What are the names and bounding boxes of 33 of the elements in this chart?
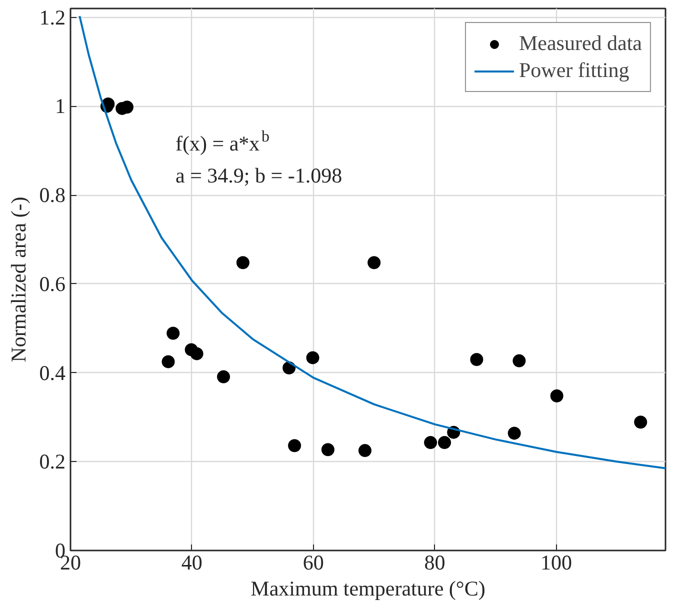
point	[190, 347, 204, 360]
point	[634, 416, 648, 429]
legend-label: Power fitting	[518, 58, 630, 83]
y-tick-label: 0.8	[39, 183, 66, 208]
x-tick-label: 60	[302, 550, 324, 574]
line-series	[78, 15, 666, 470]
point	[512, 354, 526, 368]
point	[470, 352, 484, 366]
point	[438, 436, 451, 450]
point	[358, 444, 372, 458]
point	[236, 256, 250, 270]
x-tick-label: 100	[540, 550, 572, 574]
point	[162, 355, 175, 368]
x-tick-label: 40	[181, 550, 202, 574]
point	[217, 370, 230, 384]
legend-label: Measured data	[518, 31, 642, 56]
y-tick-label: 1.2	[39, 5, 66, 30]
point	[166, 326, 180, 340]
point	[321, 443, 334, 456]
point	[368, 256, 381, 270]
y-tick-label: 0.6	[39, 272, 66, 296]
point	[288, 439, 302, 452]
y-tick-label: 0.4	[39, 360, 66, 385]
annotation: a = 34.9; b = -1.098	[176, 164, 342, 188]
point	[508, 426, 521, 440]
y-tick-label: 1	[55, 94, 66, 118]
y-axis-title: Normalized area (-)	[6, 196, 30, 362]
point	[424, 436, 438, 450]
point	[550, 389, 564, 402]
x-tick-label: 80	[424, 550, 446, 574]
x-axis-title: Maximum temperature (°C)	[250, 576, 486, 600]
point	[306, 351, 320, 364]
y-tick-label: 0.2	[39, 450, 66, 474]
